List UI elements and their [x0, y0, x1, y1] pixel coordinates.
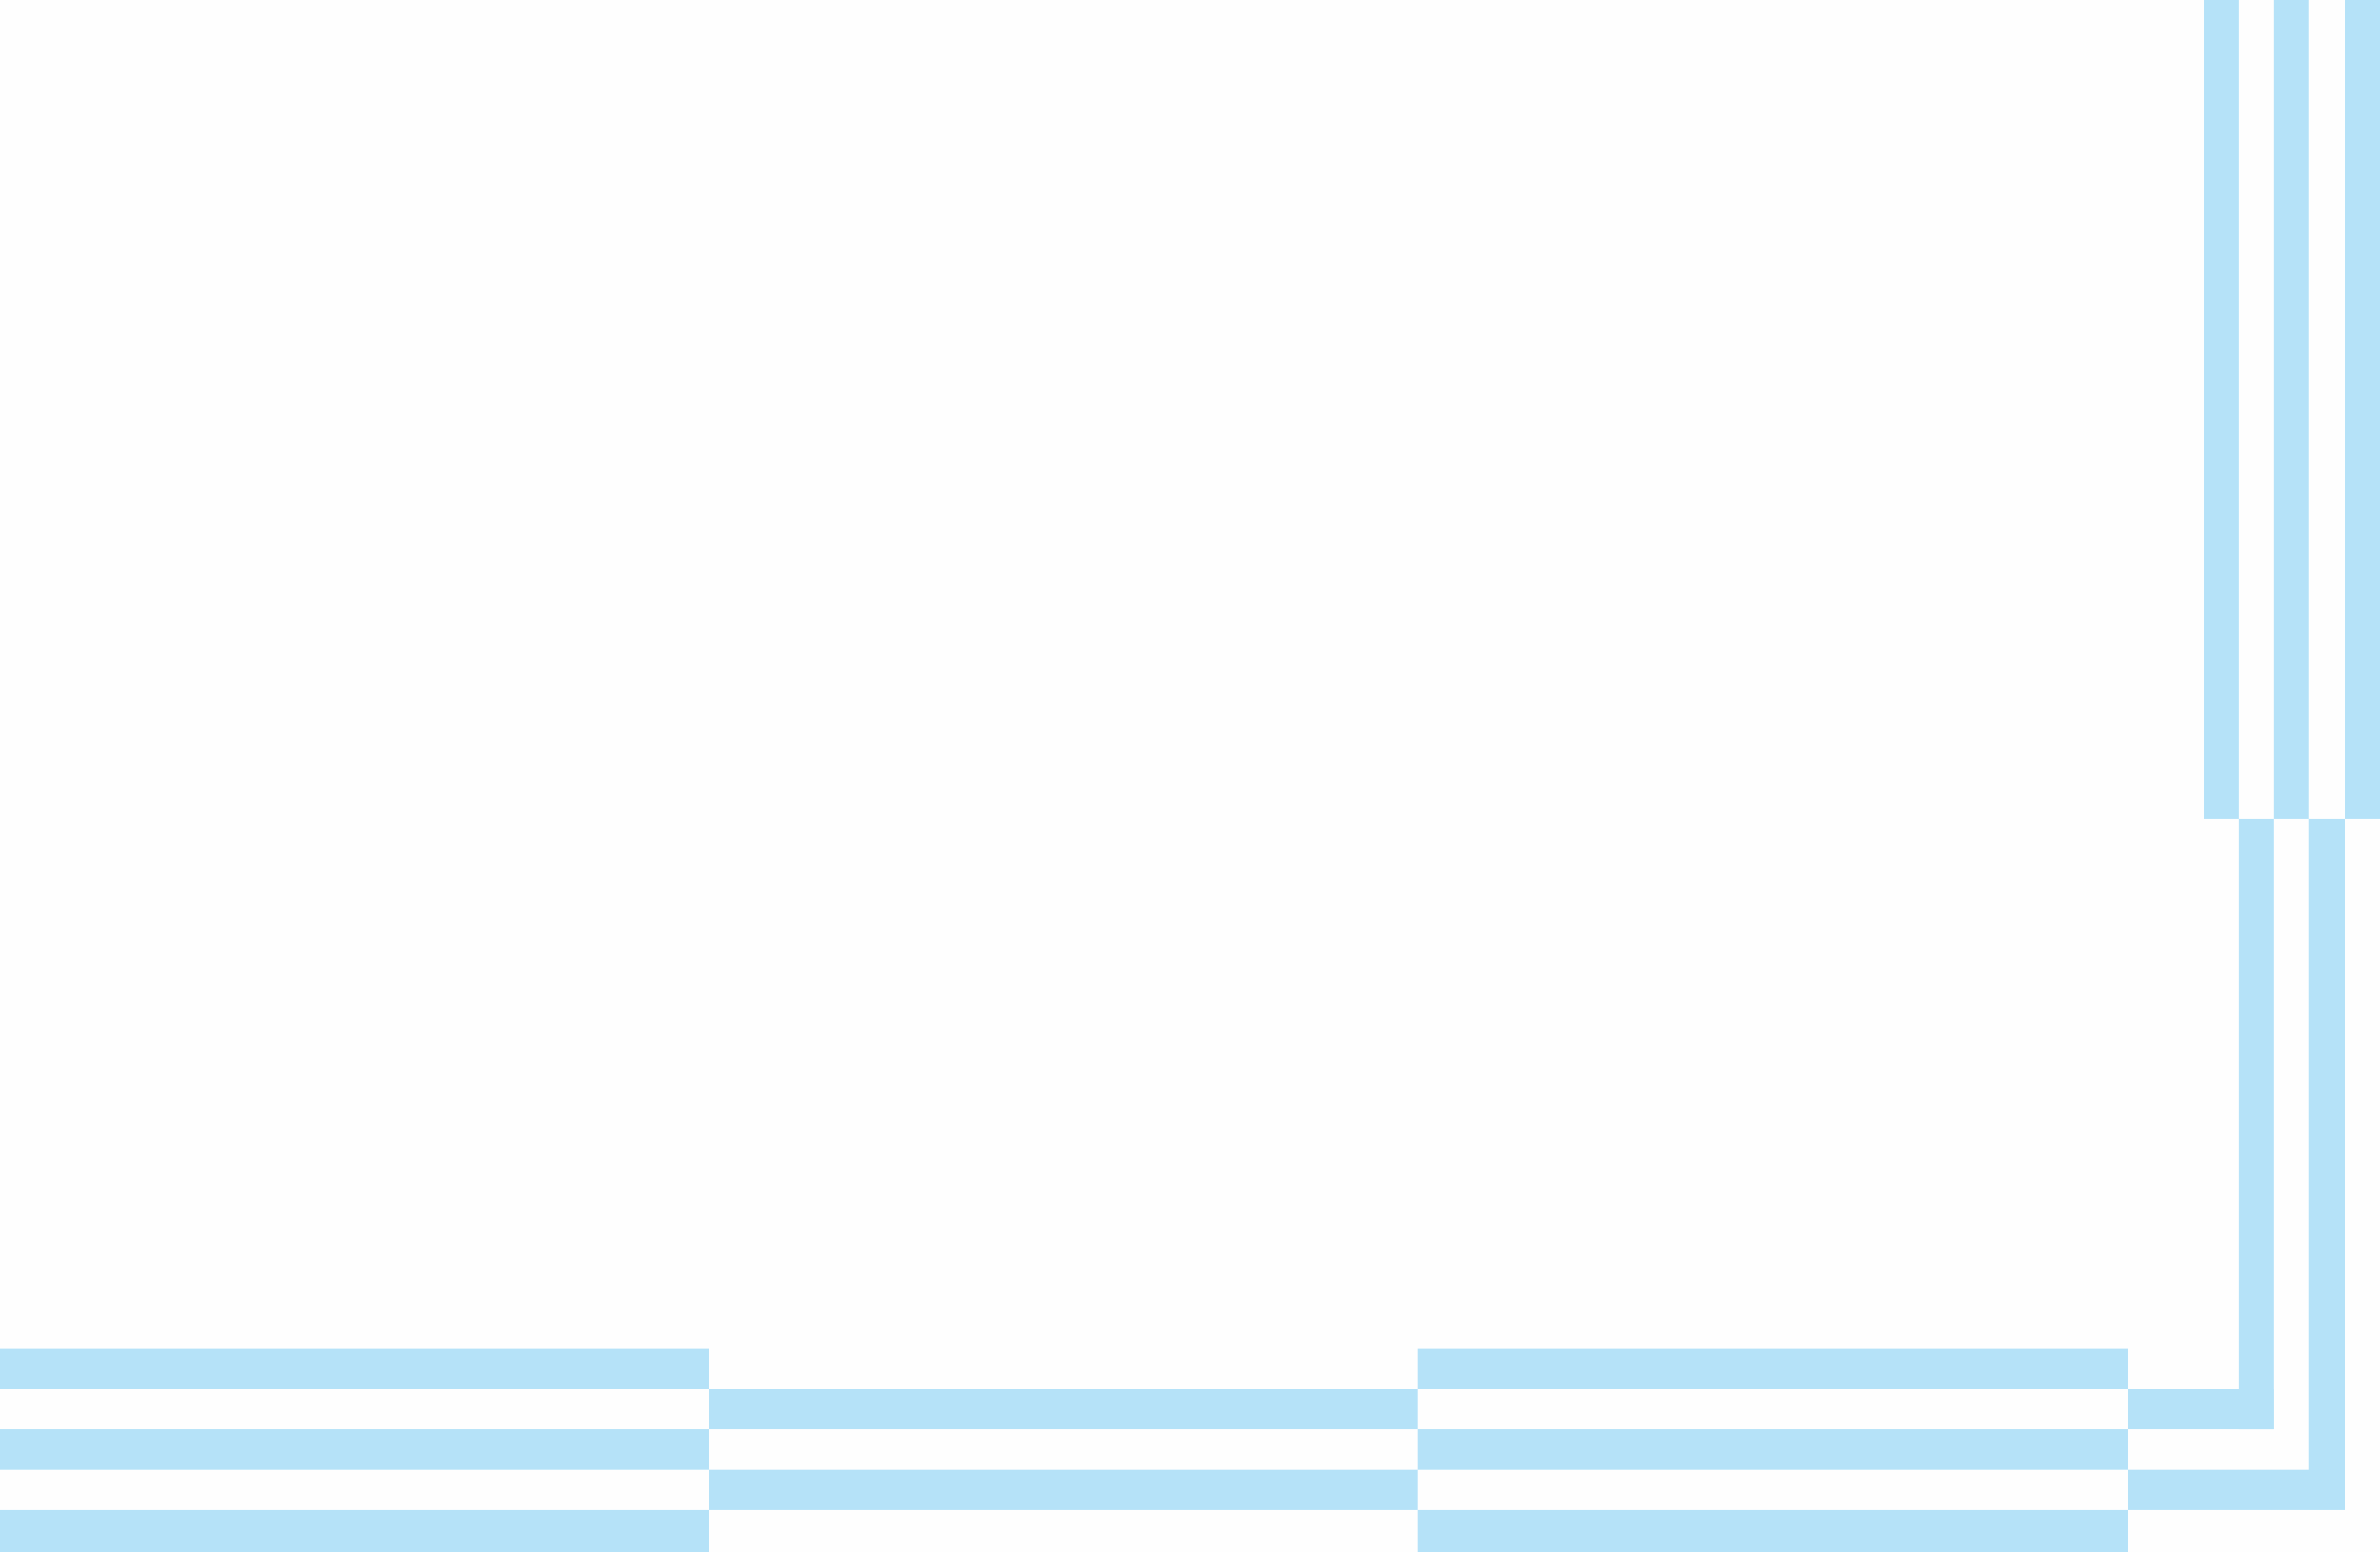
vertical-stripe	[2309, 819, 2345, 1510]
horizontal-stripe	[0, 1429, 709, 1470]
vertical-stripe	[2273, 0, 2309, 819]
horizontal-stripe	[1418, 1348, 2128, 1389]
vertical-stripe	[2345, 0, 2380, 819]
horizontal-stripe	[2128, 1469, 2345, 1510]
horizontal-stripe	[0, 1348, 709, 1389]
horizontal-stripe	[1418, 1510, 2128, 1552]
vertical-stripe	[2239, 819, 2274, 1430]
horizontal-stripe	[1418, 1429, 2128, 1470]
horizontal-stripe	[709, 1469, 1418, 1510]
horizontal-stripe	[2128, 1389, 2274, 1430]
horizontal-stripe	[709, 1389, 1418, 1430]
vertical-stripe	[2204, 0, 2239, 819]
horizontal-stripe	[0, 1510, 709, 1552]
